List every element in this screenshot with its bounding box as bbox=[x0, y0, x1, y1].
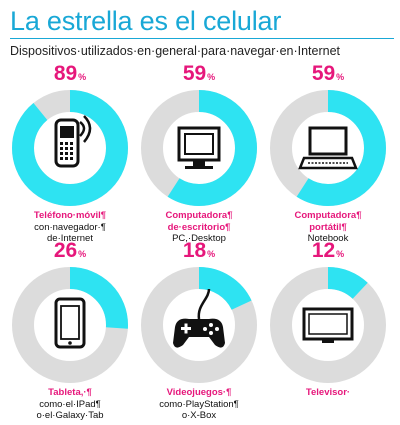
donut-item: 59% Computadora¶ de·escritorio¶ PC,·Desktop bbox=[139, 62, 259, 245]
category-label-bold: Computadora¶ bbox=[294, 210, 362, 221]
data-label: 89% bbox=[10, 62, 130, 89]
category-label: Televisor· bbox=[268, 387, 388, 399]
television-icon bbox=[302, 307, 354, 343]
percent-value: 12 bbox=[311, 239, 336, 262]
category-label: Teléfono·móvil¶ con·navegador·¶ de·Interne… bbox=[10, 210, 130, 245]
donut-chart bbox=[270, 90, 386, 206]
percent-symbol: % bbox=[336, 72, 345, 82]
percent-symbol: % bbox=[78, 72, 87, 82]
donut-item: 26% Tableta,·¶ como·el·IPad¶ o·el·Galaxy·Ta… bbox=[10, 239, 130, 422]
category-label-bold: Videojuegos·¶ bbox=[166, 387, 232, 398]
title-divider bbox=[10, 38, 394, 39]
percent-value: 59 bbox=[311, 62, 336, 85]
category-label-line: como·el·IPad¶ bbox=[39, 398, 101, 410]
percent-value: 18 bbox=[182, 239, 207, 262]
percent-value: 26 bbox=[53, 239, 78, 262]
donut-chart bbox=[270, 267, 386, 383]
category-label-bold: Tableta,·¶ bbox=[48, 387, 92, 398]
category-label-bold: Computadora¶ bbox=[165, 210, 233, 221]
donut-slice bbox=[12, 90, 128, 206]
category-label: Computadora¶ portátil¶ Notebook bbox=[268, 210, 388, 245]
data-label: 18% bbox=[139, 239, 259, 266]
page-title: La estrella es el celular bbox=[10, 6, 282, 36]
data-label: 59% bbox=[139, 62, 259, 89]
category-label-line: o·X-Box bbox=[181, 410, 217, 421]
donut-slice bbox=[141, 90, 257, 206]
donut-chart bbox=[12, 267, 128, 383]
category-label-line: Notebook bbox=[307, 233, 349, 244]
percent-value: 59 bbox=[182, 62, 207, 85]
donut-item: 59% Computadora¶ portátil¶ Notebook bbox=[268, 62, 388, 245]
donut-item: 18% Videojuegos·¶ como·PlayStation¶ o·X-Box bbox=[139, 239, 259, 422]
donut-item: 89% Teléfono·móvil¶ con·navegador·¶ de·Inte… bbox=[10, 62, 130, 245]
category-label-bold: Televisor· bbox=[305, 387, 351, 398]
laptop-icon bbox=[298, 126, 358, 170]
donut-slice bbox=[270, 267, 386, 383]
category-label-line: como·PlayStation¶ bbox=[159, 398, 239, 410]
subtitle: Dispositivos·utilizados·en·general·para·… bbox=[10, 44, 341, 58]
donut-slice bbox=[12, 267, 128, 383]
infographic: La estrella es el celular Dispositivos·u… bbox=[6, 0, 394, 425]
category-label-bold: de·escritorio¶ bbox=[167, 221, 231, 233]
percent-value: 89 bbox=[53, 62, 78, 85]
category-label-line: PC,·Desktop bbox=[172, 233, 226, 244]
donut-chart bbox=[141, 267, 257, 383]
category-label-line: con·navegador·¶ bbox=[34, 221, 106, 233]
donut-item: 12% Televisor· bbox=[268, 239, 388, 419]
category-label: Tableta,·¶ como·el·IPad¶ o·el·Galaxy·Tab bbox=[10, 387, 130, 422]
desktop-computer-icon bbox=[177, 126, 221, 169]
percent-symbol: % bbox=[78, 249, 87, 259]
percent-symbol: % bbox=[207, 249, 216, 259]
data-label: 26% bbox=[10, 239, 130, 266]
donut-slice bbox=[141, 267, 257, 383]
tablet-icon bbox=[54, 297, 86, 349]
category-label: Computadora¶ de·escritorio¶ PC,·Desktop bbox=[139, 210, 259, 245]
data-label: 12% bbox=[268, 239, 388, 266]
category-label-line: o·el·Galaxy·Tab bbox=[36, 410, 104, 421]
percent-symbol: % bbox=[336, 249, 345, 259]
gamepad-icon bbox=[173, 288, 225, 348]
category-label-bold: Teléfono·móvil¶ bbox=[33, 210, 107, 221]
donut-chart bbox=[141, 90, 257, 206]
mobile-phone-icon bbox=[54, 115, 92, 168]
category-label: Videojuegos·¶ como·PlayStation¶ o·X-Box bbox=[139, 387, 259, 422]
category-label-bold: portátil¶ bbox=[309, 221, 347, 233]
data-label: 59% bbox=[268, 62, 388, 89]
percent-symbol: % bbox=[207, 72, 216, 82]
category-label-line: de·Internet bbox=[47, 233, 93, 244]
donut-slice bbox=[270, 90, 386, 206]
donut-chart bbox=[12, 90, 128, 206]
